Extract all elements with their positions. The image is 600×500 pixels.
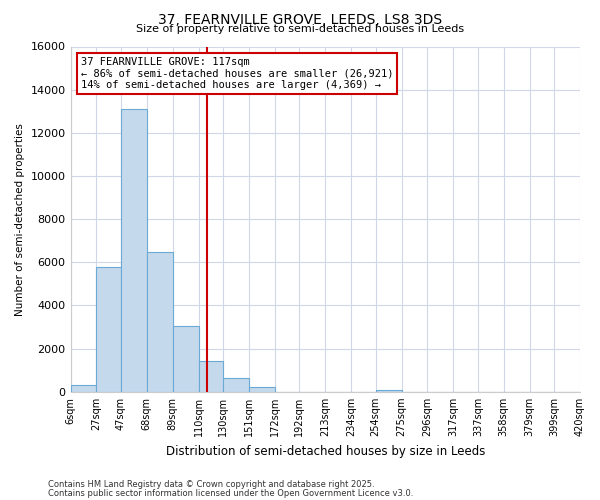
Bar [223,378,249,392]
Bar [249,388,275,392]
Y-axis label: Number of semi-detached properties: Number of semi-detached properties [15,122,25,316]
Bar [71,386,97,392]
Text: Contains public sector information licensed under the Open Government Licence v3: Contains public sector information licen… [48,488,413,498]
Bar [121,109,147,392]
Text: 37, FEARNVILLE GROVE, LEEDS, LS8 3DS: 37, FEARNVILLE GROVE, LEEDS, LS8 3DS [158,12,442,26]
Bar [97,266,121,392]
Bar [376,390,401,392]
Text: 37 FEARNVILLE GROVE: 117sqm
← 86% of semi-detached houses are smaller (26,921)
1: 37 FEARNVILLE GROVE: 117sqm ← 86% of sem… [81,57,393,90]
Text: Contains HM Land Registry data © Crown copyright and database right 2025.: Contains HM Land Registry data © Crown c… [48,480,374,489]
X-axis label: Distribution of semi-detached houses by size in Leeds: Distribution of semi-detached houses by … [166,444,485,458]
Bar [147,252,173,392]
Bar [173,326,199,392]
Text: Size of property relative to semi-detached houses in Leeds: Size of property relative to semi-detach… [136,24,464,34]
Bar [199,360,223,392]
